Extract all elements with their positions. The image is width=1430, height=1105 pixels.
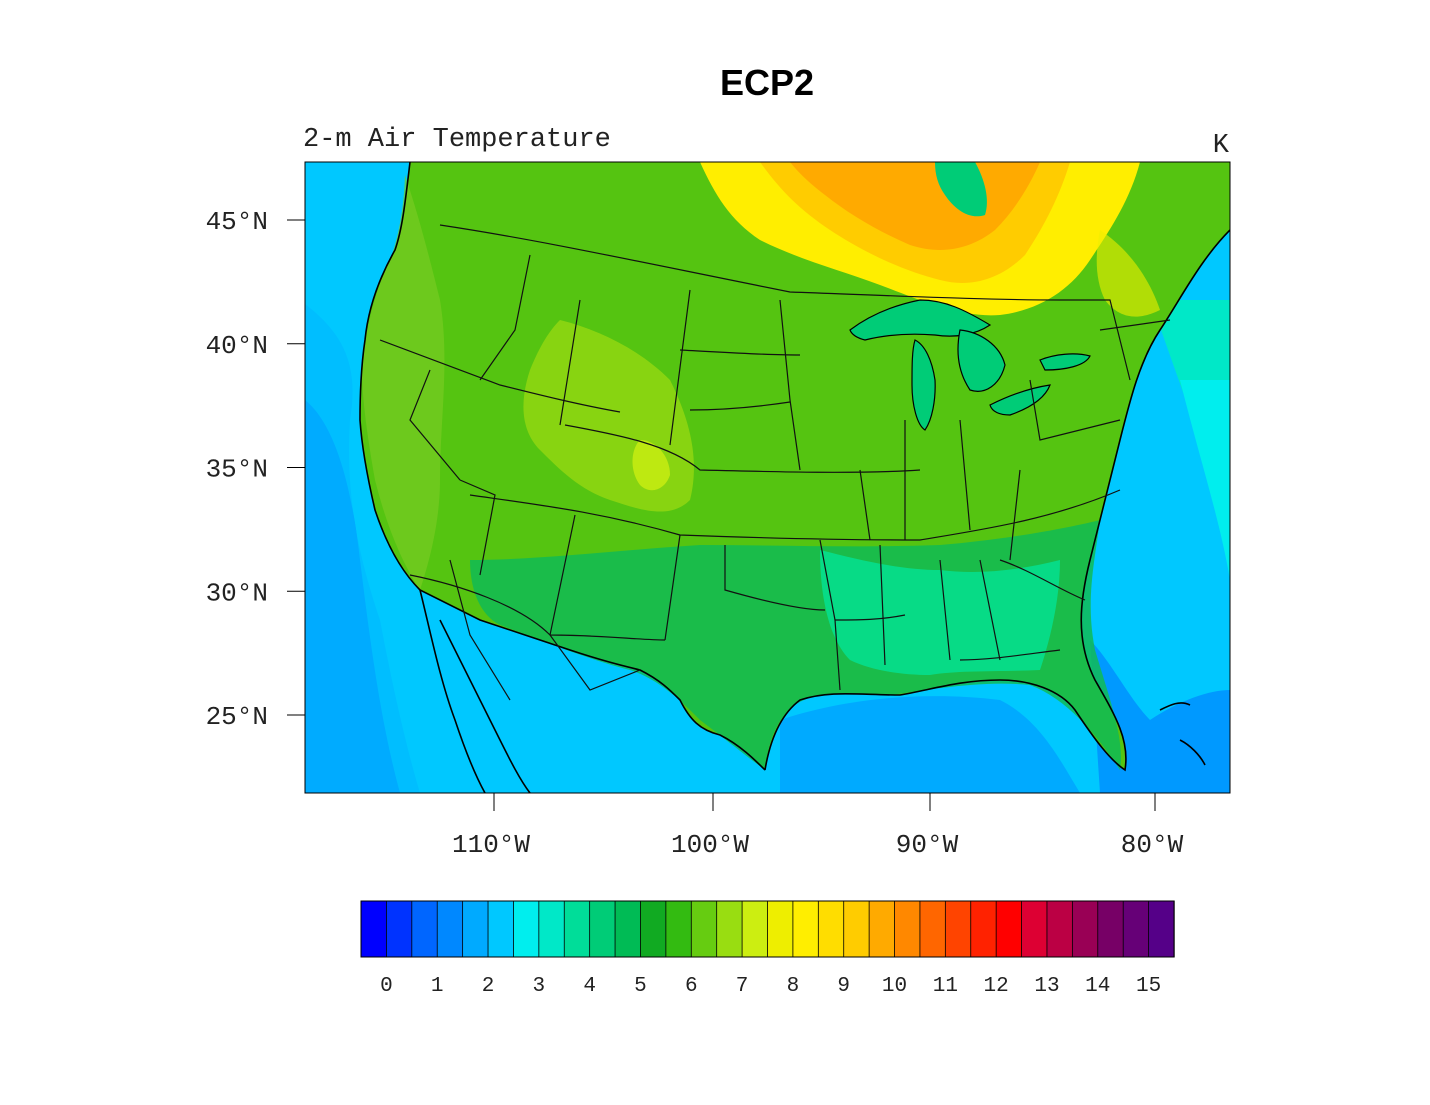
colorbar-swatch [894,900,921,958]
colorbar-label: 11 [933,975,958,998]
colorbar-frame [360,900,1175,958]
colorbar-swatch [538,900,565,958]
colorbar-label: 12 [984,975,1009,998]
colorbar-swatch [741,900,769,958]
gulf-deep [780,696,1080,793]
colorbar-swatch [1097,900,1124,958]
land-warmspot [632,440,670,491]
pacific-mid [305,300,420,793]
colorbar-swatch [944,900,972,958]
colorbar-swatch [513,900,540,958]
colorbar-swatch [817,900,845,958]
colorbar-swatch [919,900,947,958]
latitude-axis: 45°N 40°N 35°N 30°N 25°N [206,207,305,732]
colorbar-swatch [716,900,743,958]
colorbar-swatch [563,900,591,958]
lake-ontario [1039,353,1091,371]
colorbar-swatch [843,900,870,958]
colorbar-swatch [665,900,692,958]
hudson-bay [935,162,987,217]
colorbar-label: 3 [533,975,546,998]
colorbar-swatch [436,900,464,958]
land-gulfcoast [820,550,1060,675]
colorbar-label: 10 [882,975,907,998]
colorbar-label: 15 [1136,975,1161,998]
colorbar-swatch [386,900,413,958]
colorbar-label: 14 [1085,975,1110,998]
colorbar-swatch [767,900,794,958]
map-panel [305,162,1230,793]
colorbar-swatch [1148,900,1175,958]
colorbar-label: 7 [736,975,749,998]
colorbar-swatch [970,900,997,958]
colorbar-label: 1 [431,975,444,998]
state-boundaries [379,224,1171,701]
lat-tick-label: 45°N [206,207,268,237]
units-label: K [1213,131,1230,161]
canada-edge [1096,230,1160,317]
lon-tick-label: 90°W [896,830,959,860]
land-westcoast [362,175,445,590]
map-frame [304,161,1231,794]
colorbar-label: 6 [685,975,698,998]
colorbar-swatch [487,900,515,958]
colorbar-swatch [868,900,896,958]
bahamas [1159,702,1206,766]
colorbar-swatch [462,900,489,958]
lake-huron [957,329,1006,392]
lat-tick-label: 40°N [206,331,268,361]
colorbar-swatch [614,900,642,958]
lat-tick-label: 30°N [206,578,268,608]
lat-tick-label: 35°N [206,455,268,485]
lon-tick-label: 110°W [452,830,530,860]
colorbar-label: 0 [380,975,393,998]
figure-title: ECP2 [720,62,814,103]
lake-erie [989,384,1051,416]
lake-michigan [911,339,936,431]
colorbar-swatch [411,900,438,958]
lon-tick-label: 100°W [671,830,749,860]
colorbar-label: 4 [583,975,596,998]
baja-coast [419,589,531,793]
colorbar-swatch [995,900,1023,958]
colorbar-swatch [1071,900,1099,958]
colorbar-label: 5 [634,975,647,998]
colorbar-swatch [1021,900,1048,958]
longitude-axis: 110°W 100°W 90°W 80°W [452,793,1184,860]
colorbar-label: 8 [787,975,800,998]
map-subtitle: 2-m Air Temperature [303,125,611,155]
lon-tick-label: 80°W [1121,830,1184,860]
colorbar-label: 9 [837,975,850,998]
colorbar-label: 13 [1034,975,1059,998]
colorbar-swatch [360,900,388,958]
colorbar: 0 1 2 3 4 5 6 7 8 9 10 11 12 13 14 15 [360,900,1175,998]
colorbar-swatch [1046,900,1074,958]
colorbar-swatch [1122,900,1150,958]
colorbar-swatch [690,900,718,958]
colorbar-swatch [640,900,667,958]
colorbar-label: 2 [482,975,495,998]
coastline [359,162,1230,772]
colorbar-swatch [792,900,820,958]
lat-tick-label: 25°N [206,702,268,732]
colorbar-swatch [589,900,616,958]
atlantic-shelf [1180,380,1230,580]
